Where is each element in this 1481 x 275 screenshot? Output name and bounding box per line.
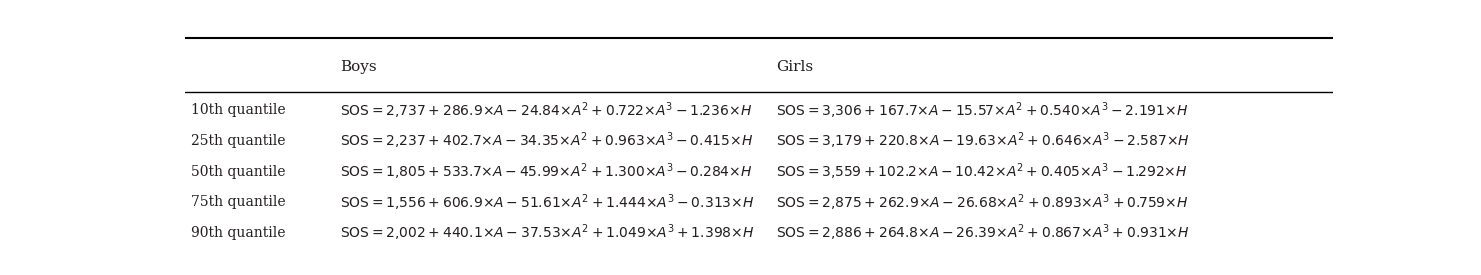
- Text: $\mathrm{SOS}=1{,}556+606.9{\times}{\it A}-51.61{\times}{\it A}^{2}+1.444{\times: $\mathrm{SOS}=1{,}556+606.9{\times}{\it …: [341, 192, 754, 213]
- Text: 90th quantile: 90th quantile: [191, 226, 286, 240]
- Text: Boys: Boys: [341, 60, 376, 74]
- Text: $\mathrm{SOS}=2{,}237+402.7{\times}{\it A}-34.35{\times}{\it A}^{2}+0.963{\times: $\mathrm{SOS}=2{,}237+402.7{\times}{\it …: [341, 131, 754, 151]
- Text: 10th quantile: 10th quantile: [191, 103, 286, 117]
- Text: $\mathrm{SOS}=2{,}002+440.1{\times}{\it A}-37.53{\times}{\it A}^{2}+1.049{\times: $\mathrm{SOS}=2{,}002+440.1{\times}{\it …: [341, 223, 754, 243]
- Text: $\mathrm{SOS}=1{,}805+533.7{\times}{\it A}-45.99{\times}{\it A}^{2}+1.300{\times: $\mathrm{SOS}=1{,}805+533.7{\times}{\it …: [341, 161, 752, 182]
- Text: $\mathrm{SOS}=2{,}886+264.8{\times}{\it A}-26.39{\times}{\it A}^{2}+0.867{\times: $\mathrm{SOS}=2{,}886+264.8{\times}{\it …: [776, 223, 1189, 243]
- Text: 75th quantile: 75th quantile: [191, 196, 286, 209]
- Text: Girls: Girls: [776, 60, 813, 74]
- Text: 25th quantile: 25th quantile: [191, 134, 286, 148]
- Text: $\mathrm{SOS}=3{,}559+102.2{\times}{\it A}-10.42{\times}{\it A}^{2}+0.405{\times: $\mathrm{SOS}=3{,}559+102.2{\times}{\it …: [776, 161, 1188, 182]
- Text: 50th quantile: 50th quantile: [191, 165, 286, 179]
- Text: $\mathrm{SOS}=3{,}306+167.7{\times}{\it A}-15.57{\times}{\it A}^{2}+0.540{\times: $\mathrm{SOS}=3{,}306+167.7{\times}{\it …: [776, 100, 1188, 121]
- Text: $\mathrm{SOS}=2{,}737+286.9{\times}{\it A}-24.84{\times}{\it A}^{2}+0.722{\times: $\mathrm{SOS}=2{,}737+286.9{\times}{\it …: [341, 100, 752, 121]
- Text: $\mathrm{SOS}=3{,}179+220.8{\times}{\it A}-19.63{\times}{\it A}^{2}+0.646{\times: $\mathrm{SOS}=3{,}179+220.8{\times}{\it …: [776, 131, 1191, 151]
- Text: $\mathrm{SOS}=2{,}875+262.9{\times}{\it A}-26.68{\times}{\it A}^{2}+0.893{\times: $\mathrm{SOS}=2{,}875+262.9{\times}{\it …: [776, 192, 1188, 213]
